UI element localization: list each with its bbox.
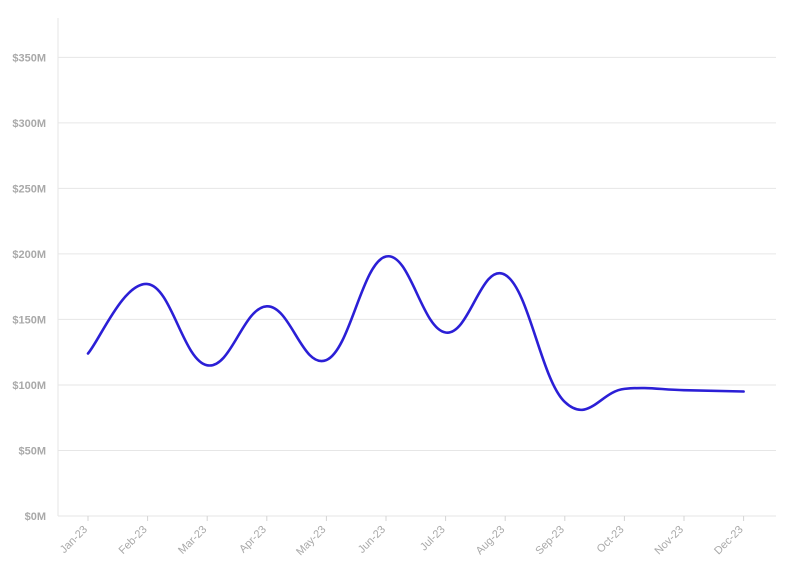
x-tick-label: Mar-23 <box>176 524 209 557</box>
y-tick-label: $150M <box>12 314 46 326</box>
x-tick-label: Sep-23 <box>533 524 567 558</box>
y-tick-label: $200M <box>12 249 46 261</box>
x-tick-label: Jul-23 <box>418 524 448 554</box>
x-tick-label: Jun-23 <box>356 524 388 556</box>
y-tick-label: $300M <box>12 118 46 130</box>
x-tick-label: May-23 <box>294 524 328 558</box>
y-axis-ticks: $0M $50M $100M $150M $200M $250M $300M $350M <box>12 52 46 523</box>
x-tick-label: Nov-23 <box>653 524 687 558</box>
y-tick-label: $0M <box>25 511 46 523</box>
series-group <box>86 255 745 411</box>
y-tick-label: $100M <box>12 380 46 392</box>
x-tick-label: Aug-23 <box>474 524 508 558</box>
x-axis-ticks: Jan-23 Feb-23 Mar-23 Apr-23 May-23 Jun-23 Jul-… <box>58 516 746 558</box>
y-tick-label: $50M <box>18 445 46 457</box>
x-tick-label: Dec-23 <box>712 524 746 558</box>
y-tick-label: $250M <box>12 183 46 195</box>
x-tick-label: Jan-23 <box>58 524 90 556</box>
x-tick-label: Apr-23 <box>237 524 269 556</box>
grid-lines <box>58 56 776 451</box>
x-tick-label: Feb-23 <box>117 524 150 557</box>
series-line <box>86 255 745 411</box>
x-tick-label: Oct-23 <box>595 524 627 556</box>
y-tick-label: $350M <box>12 52 46 64</box>
